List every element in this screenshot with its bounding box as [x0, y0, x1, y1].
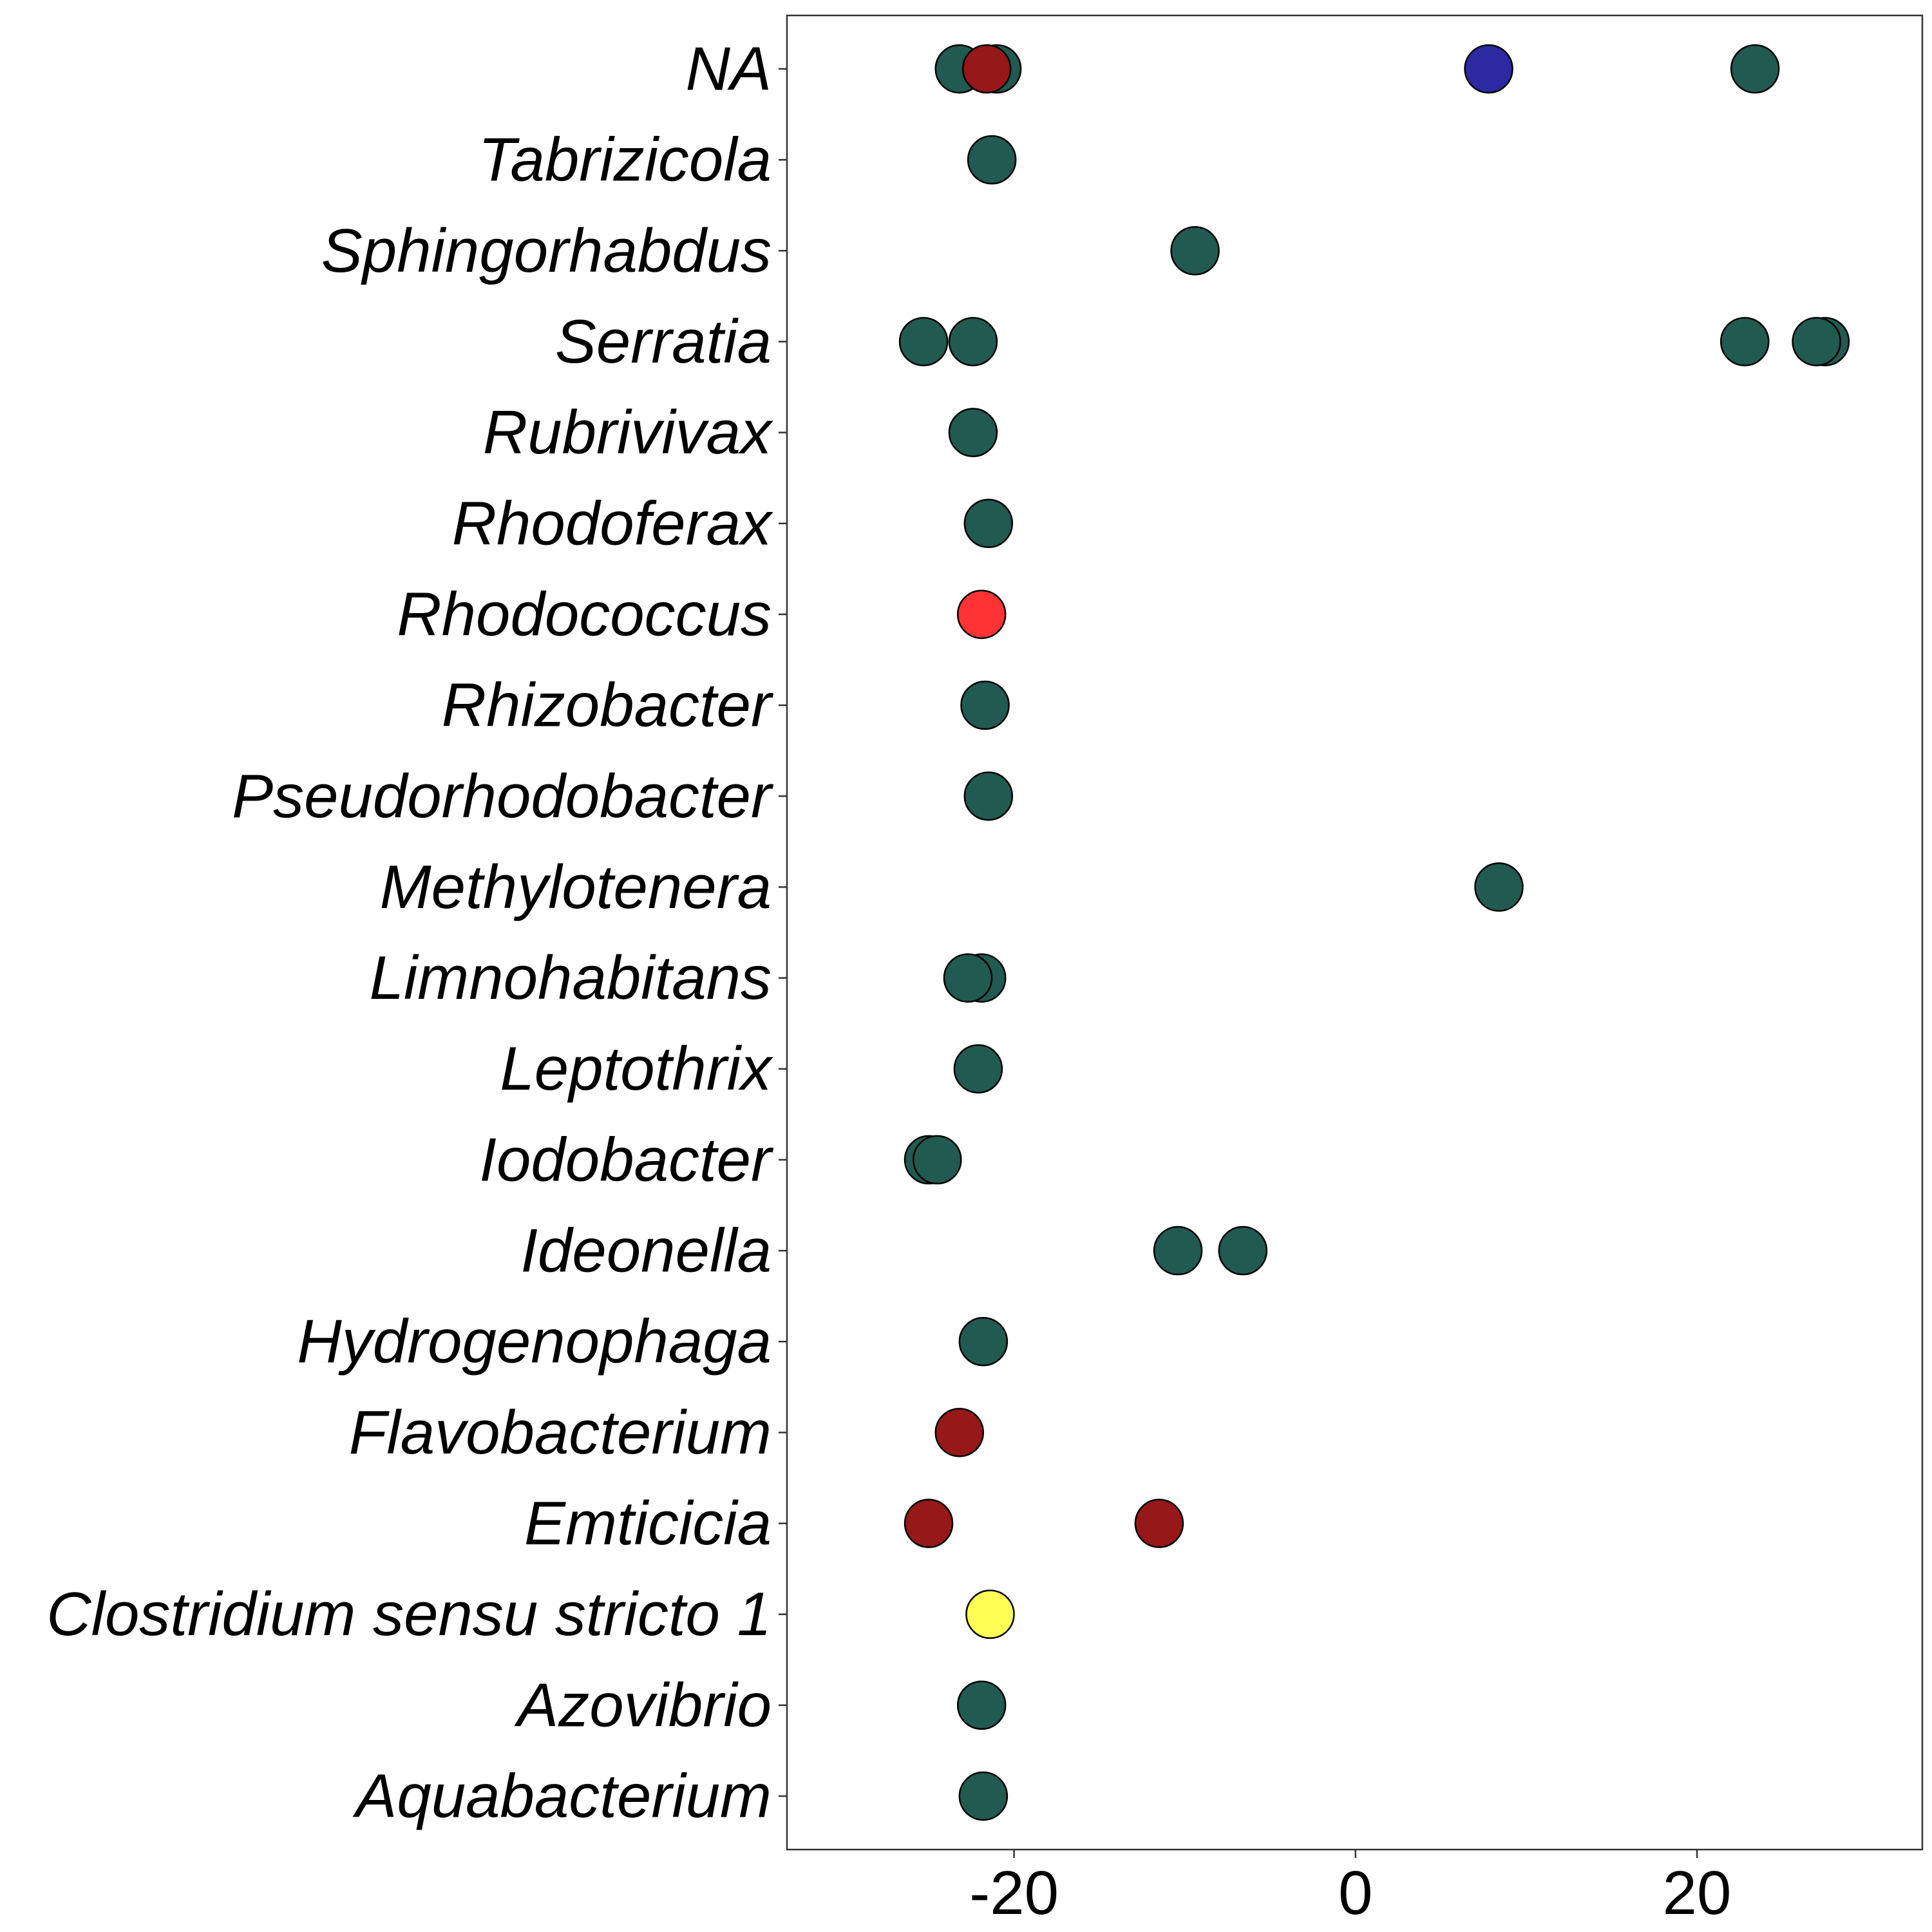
data-point	[967, 135, 1017, 185]
y-tick-label: Aquabacterium	[352, 1762, 772, 1831]
y-tick-label: Rhodococcus	[397, 580, 772, 649]
data-point	[963, 498, 1014, 549]
data-point	[1134, 1499, 1184, 1548]
data-point	[1720, 317, 1770, 366]
data-point	[948, 317, 998, 366]
data-point	[904, 1499, 954, 1548]
y-tick-label: Tabrizicola	[478, 126, 772, 194]
x-tick-label: -20	[969, 1859, 1059, 1927]
data-point	[913, 1135, 962, 1185]
data-point	[1218, 1226, 1268, 1276]
y-tick-label: NA	[686, 35, 772, 104]
data-point	[965, 1589, 1015, 1639]
y-tick-label: Rubrivivax	[483, 398, 773, 467]
data-point	[958, 1316, 1009, 1367]
plot-panel-border	[786, 14, 1924, 1851]
data-point	[1170, 226, 1220, 276]
data-point	[956, 589, 1007, 639]
data-point	[1474, 862, 1524, 912]
x-tick-label: 0	[1338, 1859, 1372, 1927]
data-point	[953, 1044, 1003, 1094]
y-tick-label: Sphingorhabdus	[321, 216, 772, 285]
plot-area: Aquabacterium Azovibrio Clostridium sensu …	[46, 14, 1924, 1927]
y-tick-label: Ideonella	[520, 1217, 772, 1285]
y-tick-label: Emticicia	[524, 1489, 772, 1558]
y-tick-label: Methylotenera	[380, 853, 772, 922]
y-tick-label: Leptothrix	[500, 1034, 773, 1103]
data-point	[956, 1680, 1007, 1730]
y-tick-label: Rhizobacter	[442, 671, 774, 740]
data-point	[1730, 44, 1780, 94]
y-tick-label: Flavobacterium	[349, 1398, 772, 1467]
data-point	[960, 680, 1010, 730]
y-tick-label: Iodobacter	[479, 1125, 774, 1194]
data-point	[963, 772, 1014, 821]
data-point	[948, 408, 998, 457]
y-tick-label: Clostridium sensu stricto 1	[46, 1580, 772, 1649]
data-point	[934, 1408, 985, 1457]
y-tick-label: Serratia	[555, 307, 772, 376]
data-point	[961, 44, 1012, 94]
y-tick-label: Azovibrio	[514, 1671, 772, 1739]
data-point	[898, 317, 949, 366]
y-tick-label: Limnohabitans	[370, 943, 772, 1012]
y-tick-label: Hydrogenophaga	[297, 1307, 772, 1376]
data-point	[958, 1771, 1009, 1821]
x-tick-label: 20	[1663, 1859, 1732, 1927]
y-tick-label: Pseudorhodobacter	[232, 762, 774, 831]
data-point	[1153, 1226, 1203, 1276]
y-tick-label: Rhodoferax	[452, 489, 773, 558]
data-point	[943, 953, 993, 1003]
data-point	[1792, 317, 1841, 366]
data-point	[1464, 44, 1513, 94]
